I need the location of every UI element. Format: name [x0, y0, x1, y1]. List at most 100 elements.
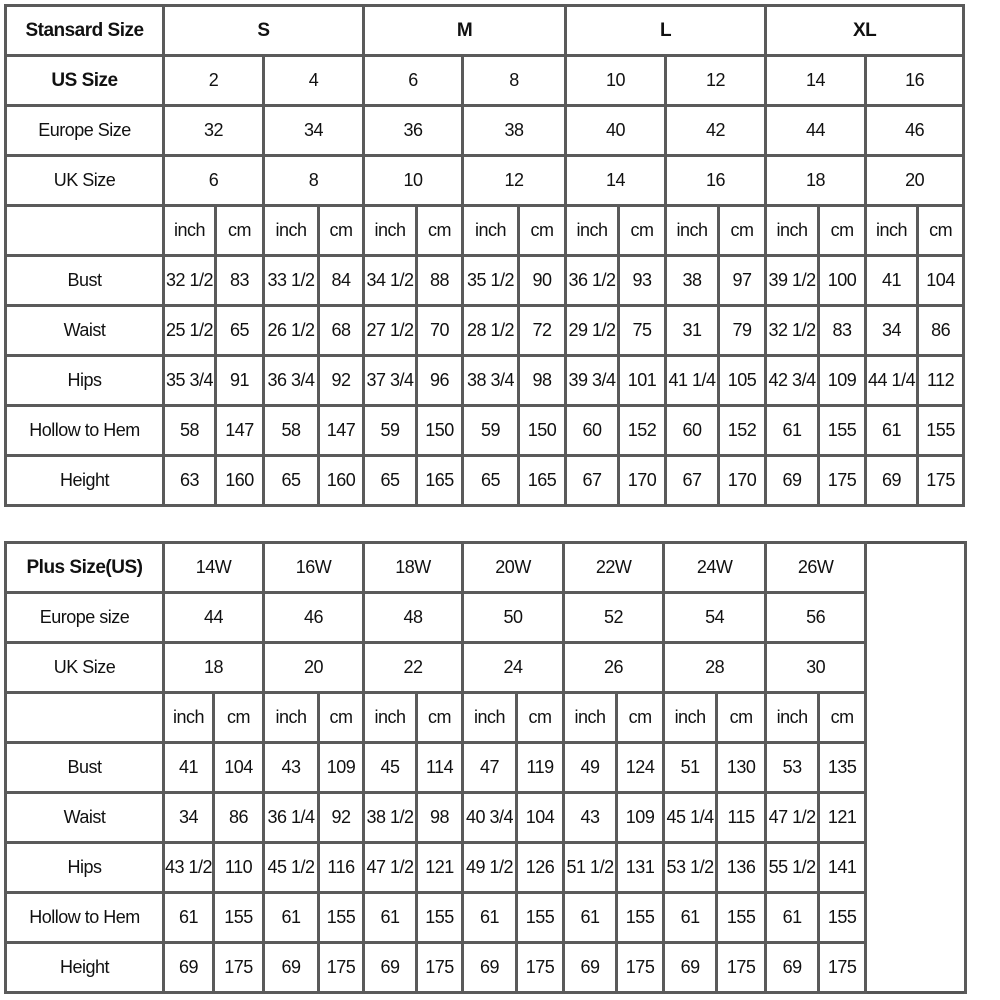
measurement-value: 69 [764, 454, 821, 507]
measurement-value: 32 1/2 [764, 304, 821, 357]
size-value: 6 [362, 54, 464, 107]
standard-size-table: Stansard Size S M L XL US Size 2 4 6 8 10 12 14 16 Eur… [4, 4, 966, 507]
measurement-label: Waist [4, 304, 165, 357]
measurement-value: 70 [415, 304, 464, 357]
measurement-value: 60 [564, 404, 621, 457]
measurement-value: 83 [817, 304, 868, 357]
measurement-row: Hollow to Hem 58 147 58 147 59 150 59 150 60 152 60… [4, 404, 966, 457]
measurement-value: 155 [817, 404, 868, 457]
header-row: Stansard Size S M L XL [4, 4, 966, 57]
size-value: 52 [562, 591, 666, 644]
row-label: UK Size [4, 641, 165, 694]
measurement-value: 33 1/2 [262, 254, 320, 307]
measurement-value: 175 [817, 454, 868, 507]
measurement-value: 41 [162, 741, 215, 794]
measurement-value: 47 [461, 741, 519, 794]
measurement-value: 84 [317, 254, 365, 307]
measurement-value: 45 [362, 741, 419, 794]
units-row: inch cm inch cm inch cm inch cm inch cm inch cm inch… [4, 204, 966, 257]
measurement-value: 155 [415, 891, 465, 944]
size-group-xl: XL [764, 4, 966, 57]
size-value: 46 [262, 591, 366, 644]
size-group-l: L [564, 4, 768, 57]
size-value: 14 [764, 54, 868, 107]
measurement-value: 88 [415, 254, 464, 307]
measurement-value: 109 [817, 354, 868, 407]
size-value: 30 [764, 641, 868, 694]
measurement-value: 152 [617, 404, 668, 457]
empty-column [864, 542, 968, 993]
measurement-value: 96 [415, 354, 464, 407]
measurement-value: 58 [162, 404, 217, 457]
measurement-row: Height 63 160 65 160 65 165 65 165 67 170 67 170 69 17… [4, 454, 966, 507]
measurement-value: 67 [564, 454, 621, 507]
unit-cm: cm [615, 691, 666, 744]
measurement-value: 165 [516, 454, 568, 507]
measurement-value: 91 [214, 354, 265, 407]
measurement-value: 155 [211, 891, 266, 944]
measurement-value: 67 [664, 454, 721, 507]
measurement-value: 135 [817, 741, 868, 794]
unit-inch: inch [162, 691, 215, 744]
size-value: 16 [664, 154, 768, 207]
measurement-value: 175 [211, 941, 266, 994]
measurement-value: 29 1/2 [564, 304, 621, 357]
measurement-value: 104 [916, 254, 966, 307]
measurement-label: Hollow to Hem [4, 404, 165, 457]
unit-inch: inch [461, 204, 520, 257]
unit-inch: inch [662, 691, 719, 744]
units-row: inch cm inch cm inch cm inch cm inch cm inch cm inch… [4, 691, 966, 744]
measurement-value: 152 [717, 404, 768, 457]
measurement-value: 126 [515, 841, 566, 894]
size-value: 4 [262, 54, 365, 107]
measurement-value: 131 [615, 841, 666, 894]
measurement-value: 53 1/2 [662, 841, 719, 894]
size-value: 28 [662, 641, 768, 694]
measurement-value: 53 [764, 741, 821, 794]
unit-cm: cm [717, 204, 768, 257]
measurement-value: 38 [664, 254, 721, 307]
measurement-value: 69 [362, 941, 419, 994]
measurement-value: 69 [662, 941, 719, 994]
measurement-value: 26 1/2 [262, 304, 320, 357]
size-value: 56 [764, 591, 868, 644]
measurement-value: 27 1/2 [362, 304, 418, 357]
measurement-value: 34 1/2 [362, 254, 418, 307]
size-value: 40 [564, 104, 668, 157]
measurement-value: 65 [214, 304, 265, 357]
measurement-value: 44 1/4 [864, 354, 920, 407]
measurement-value: 61 [362, 891, 419, 944]
measurement-value: 175 [415, 941, 465, 994]
size-value: 50 [461, 591, 566, 644]
measurement-value: 155 [317, 891, 366, 944]
measurement-value: 119 [515, 741, 566, 794]
unit-inch: inch [764, 691, 821, 744]
measurement-value: 39 1/2 [764, 254, 821, 307]
size-value: 14 [564, 154, 668, 207]
measurement-row: Hips 35 3/4 91 36 3/4 92 37 3/4 96 38 3/4 98 39 3… [4, 354, 966, 407]
plus-size-16w: 16W [262, 541, 366, 594]
measurement-label: Waist [4, 791, 165, 844]
unit-cm: cm [211, 691, 266, 744]
measurement-value: 160 [214, 454, 265, 507]
unit-cm: cm [515, 691, 566, 744]
measurement-value: 69 [864, 454, 920, 507]
measurement-value: 69 [562, 941, 619, 994]
measurement-value: 147 [214, 404, 265, 457]
measurement-value: 72 [516, 304, 568, 357]
measurement-value: 28 1/2 [461, 304, 520, 357]
measurement-value: 43 [562, 791, 619, 844]
measurement-value: 92 [317, 354, 365, 407]
plus-size-18w: 18W [362, 541, 465, 594]
measurement-value: 150 [516, 404, 568, 457]
plus-size-table: Plus Size(US) 14W 16W 18W 20W 22W 24W 26W Europe… [4, 541, 968, 994]
header-label: Plus Size(US) [4, 541, 165, 594]
measurement-row: Hollow to Hem 61 155 61 155 61 155 61 155 61 155 61… [4, 891, 966, 944]
measurement-value: 69 [764, 941, 821, 994]
measurement-value: 34 [162, 791, 215, 844]
size-row: Europe Size 32 34 36 38 40 42 44 46 [4, 104, 966, 157]
measurement-value: 60 [664, 404, 721, 457]
measurement-value: 170 [617, 454, 668, 507]
row-label: Europe Size [4, 104, 165, 157]
measurement-value: 38 1/2 [362, 791, 419, 844]
